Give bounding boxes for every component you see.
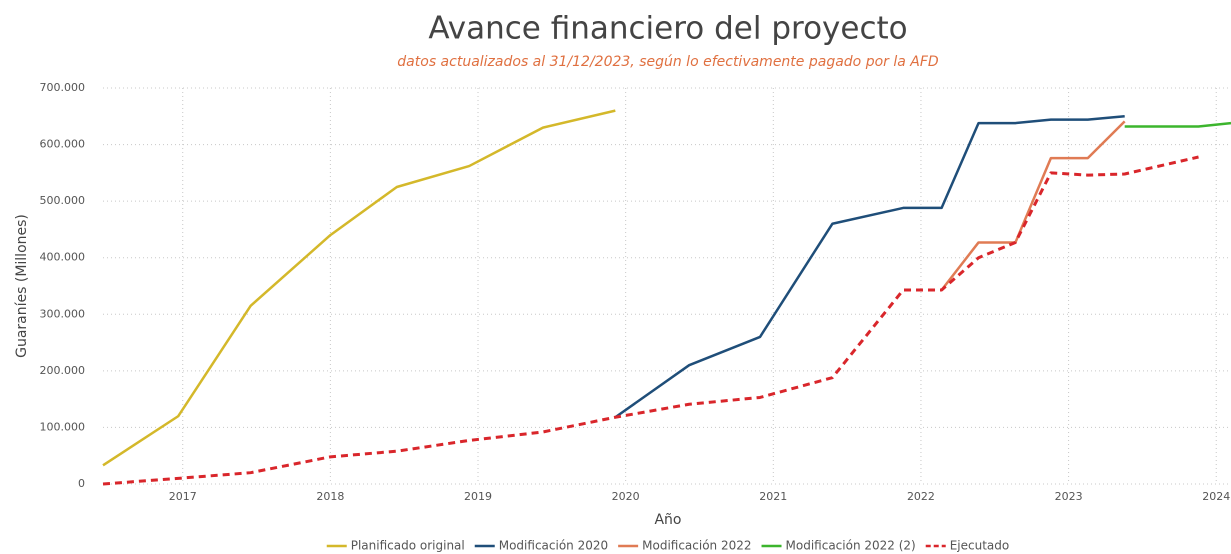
y-tick-label: 0 [78, 477, 85, 490]
y-tick-label: 400.000 [40, 251, 86, 264]
legend-label: Ejecutado [950, 539, 1010, 553]
chart-title: Avance financiero del proyecto [428, 11, 907, 47]
y-tick-label: 500.000 [40, 194, 86, 207]
x-tick-label: 2018 [316, 490, 344, 503]
series-line [102, 155, 1199, 486]
x-tick-label: 2019 [464, 490, 492, 503]
y-tick-label: 700.000 [40, 81, 86, 94]
x-tick-label: 2021 [759, 490, 787, 503]
y-tick-label: 100.000 [40, 420, 86, 433]
legend-label: Modificación 2022 [642, 539, 751, 553]
x-tick-label: 2017 [169, 490, 197, 503]
x-tick-label: 2020 [612, 490, 640, 503]
x-axis-title: Año [654, 512, 681, 528]
legend-label: Modificación 2022 (2) [786, 539, 916, 553]
series-line [102, 109, 616, 467]
chart-subtitle: datos actualizados al 31/12/2023, según … [397, 54, 939, 70]
series-line [1124, 121, 1231, 128]
y-axis-title: Guaraníes (Millones) [14, 214, 30, 358]
x-tick-label: 2024 [1202, 490, 1230, 503]
y-tick-label: 600.000 [40, 138, 86, 151]
x-tick-label: 2022 [907, 490, 935, 503]
y-tick-label: 300.000 [40, 307, 86, 320]
legend-label: Planificado original [351, 539, 465, 553]
x-tick-label: 2023 [1055, 490, 1083, 503]
y-tick-label: 200.000 [40, 364, 86, 377]
series-line [614, 115, 1125, 419]
legend-label: Modificación 2020 [499, 539, 608, 553]
series-line [940, 120, 1126, 291]
